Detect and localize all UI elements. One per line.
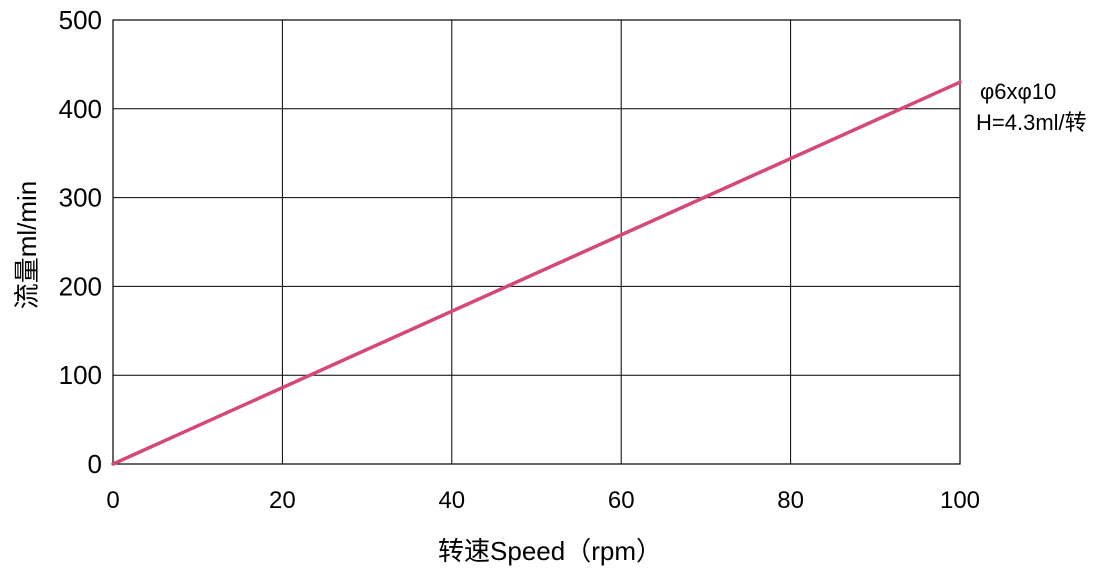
- y-tick-label: 300: [59, 183, 102, 213]
- y-axis-title: 流量ml/min: [12, 181, 42, 310]
- y-tick-label: 400: [59, 94, 102, 124]
- gridlines: [112, 19, 961, 465]
- x-tick-label: 40: [438, 487, 465, 514]
- y-tick-label: 500: [59, 5, 102, 35]
- x-tick-labels: 0 20 40 60 80 100: [106, 487, 980, 514]
- y-tick-label: 0: [88, 449, 102, 479]
- x-tick-label: 0: [106, 487, 119, 514]
- x-tick-label: 20: [269, 487, 296, 514]
- tube-size-annotation: φ6xφ10: [980, 79, 1056, 104]
- x-tick-label: 60: [608, 487, 635, 514]
- y-tick-label: 200: [59, 271, 102, 301]
- flow-per-rev-annotation: H=4.3ml/转: [976, 110, 1087, 135]
- series-layer: [111, 80, 962, 466]
- plot-frame: [112, 19, 961, 465]
- y-tick-labels: 0 100 200 300 400 500: [59, 5, 102, 479]
- x-tick-label: 80: [777, 487, 804, 514]
- series-line: [111, 80, 962, 466]
- x-axis-title: 转速Speed（rpm）: [438, 536, 662, 566]
- y-tick-label: 100: [59, 360, 102, 390]
- x-tick-label: 100: [940, 487, 980, 514]
